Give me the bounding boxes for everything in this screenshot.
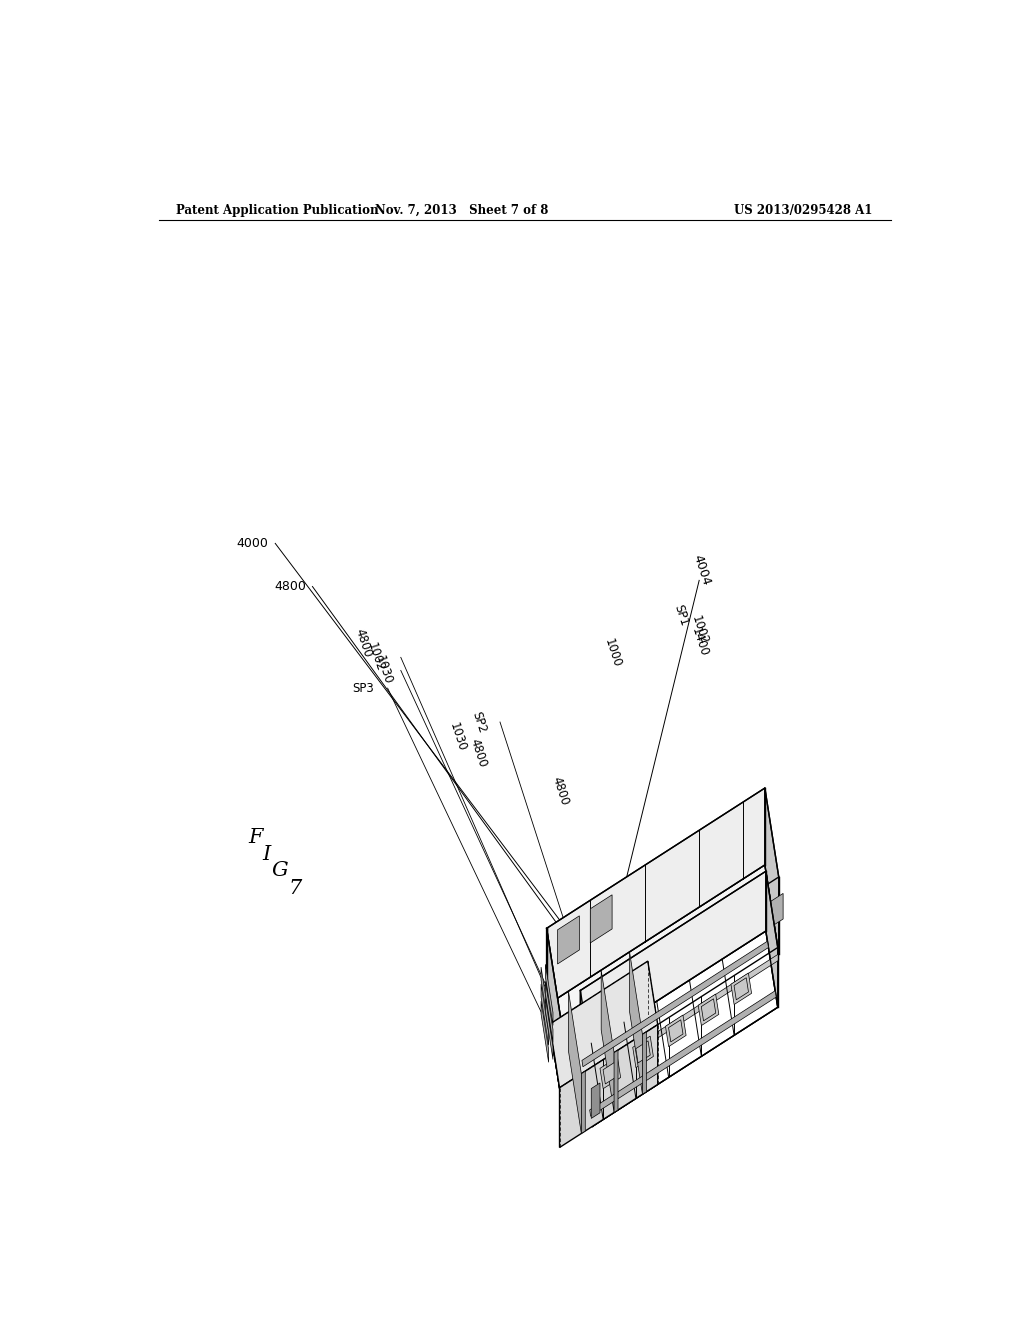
Polygon shape [582,1072,586,1134]
Polygon shape [590,895,612,942]
Text: 1002: 1002 [366,642,387,673]
Text: 7: 7 [289,879,302,898]
Polygon shape [541,968,549,1028]
Text: G: G [271,861,288,879]
Polygon shape [642,1032,646,1094]
Polygon shape [734,978,749,999]
Polygon shape [546,998,553,1060]
Text: 4000: 4000 [237,537,268,550]
Polygon shape [601,970,614,1113]
Polygon shape [764,894,783,932]
Polygon shape [568,991,582,1134]
Polygon shape [603,1061,617,1084]
Text: 1002: 1002 [688,614,710,645]
Polygon shape [633,1036,653,1068]
Text: 1000: 1000 [602,636,624,669]
Polygon shape [636,1041,650,1063]
Polygon shape [547,865,779,1094]
Polygon shape [592,948,778,1126]
Text: 4004: 4004 [690,553,713,586]
Polygon shape [590,991,776,1117]
Polygon shape [557,916,580,964]
Polygon shape [765,788,779,954]
Polygon shape [766,871,778,1007]
Polygon shape [559,1024,657,1147]
Text: 4800: 4800 [468,737,489,770]
Polygon shape [705,932,724,969]
Polygon shape [737,911,757,949]
Polygon shape [547,928,560,1094]
Text: 1400: 1400 [688,626,710,659]
Polygon shape [560,954,779,1101]
Polygon shape [541,1001,549,1063]
Text: Patent Application Publication: Patent Application Publication [176,205,379,218]
Polygon shape [546,981,553,1043]
Text: US 2013/0295428 A1: US 2013/0295428 A1 [733,205,872,218]
Polygon shape [639,973,658,1011]
Polygon shape [666,1015,686,1047]
Polygon shape [581,931,778,1126]
Polygon shape [600,1057,621,1089]
Text: Nov. 7, 2013   Sheet 7 of 8: Nov. 7, 2013 Sheet 7 of 8 [375,205,548,218]
Polygon shape [546,965,553,1026]
Text: 1030: 1030 [373,655,394,686]
Text: I: I [262,845,270,865]
Polygon shape [591,1082,600,1118]
Text: 4800: 4800 [550,775,571,808]
Text: SP3: SP3 [352,681,374,694]
Polygon shape [669,1020,683,1041]
Text: SP2: SP2 [470,710,488,734]
Polygon shape [606,994,626,1032]
Polygon shape [701,999,716,1020]
Polygon shape [581,871,766,1051]
Text: F: F [248,829,262,847]
Polygon shape [573,1015,593,1053]
Polygon shape [550,961,657,1088]
Polygon shape [672,952,691,990]
Text: 4800: 4800 [352,627,374,660]
Polygon shape [541,985,549,1045]
Polygon shape [614,1051,618,1113]
Polygon shape [698,994,719,1026]
Polygon shape [630,952,642,1094]
Text: 4800: 4800 [274,579,306,593]
Polygon shape [560,876,779,1094]
Polygon shape [547,788,765,1005]
Text: SP1: SP1 [671,603,690,627]
Polygon shape [731,973,752,1005]
Polygon shape [582,941,768,1067]
Text: 1030: 1030 [446,721,468,754]
